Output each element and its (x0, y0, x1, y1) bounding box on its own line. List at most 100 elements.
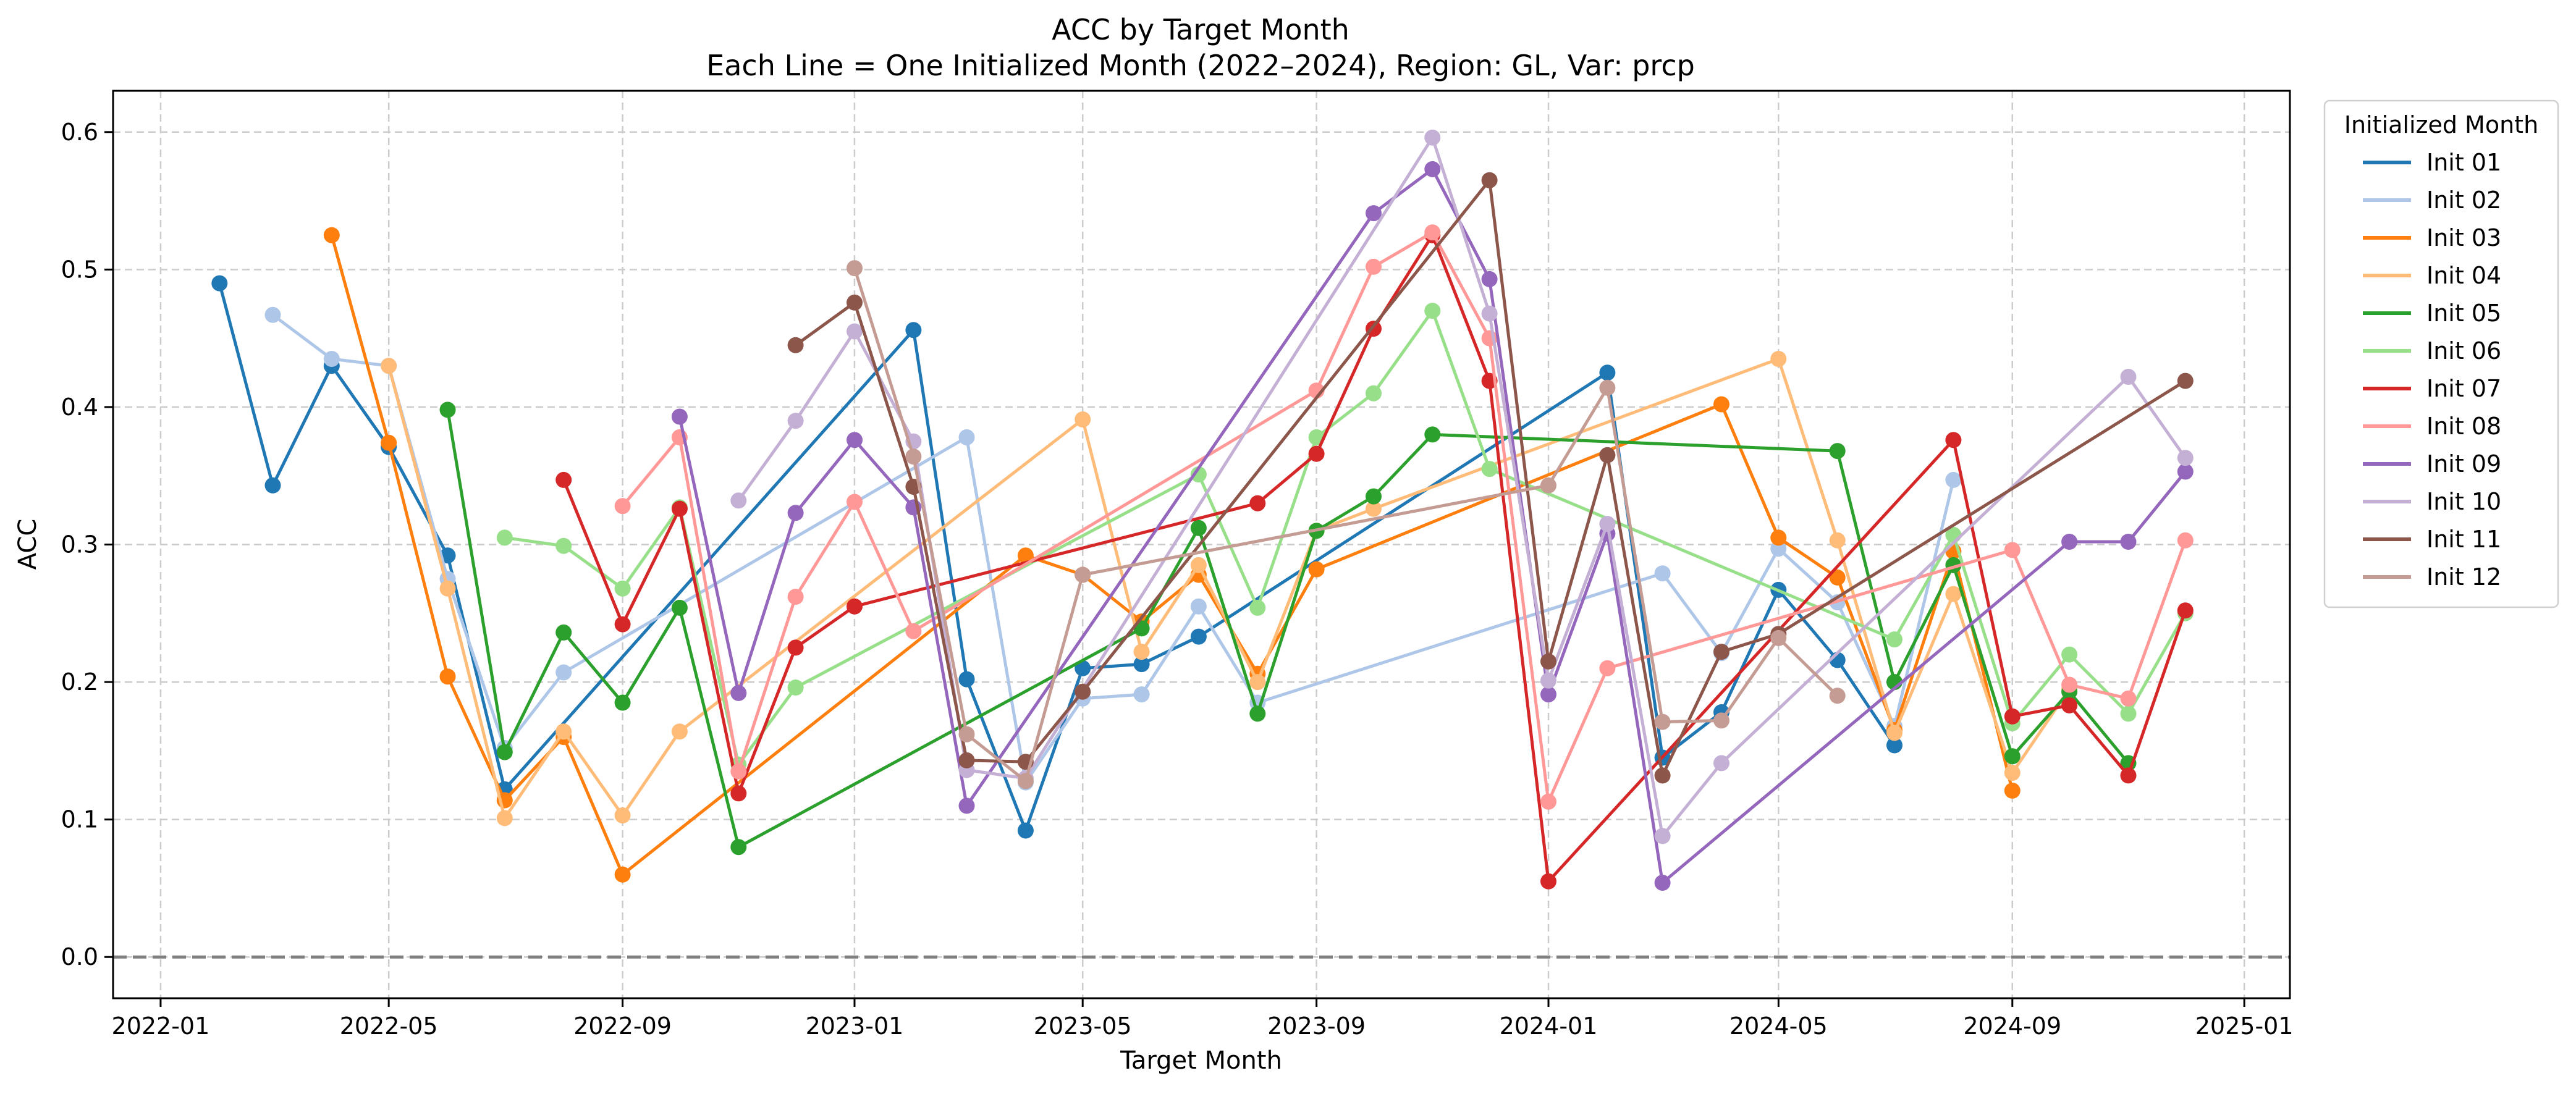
data-point (1770, 351, 1787, 367)
data-point (730, 763, 747, 780)
data-point (847, 294, 863, 311)
data-point (1366, 205, 1382, 222)
data-point (1190, 598, 1207, 615)
data-point (847, 323, 863, 340)
legend-item: Init 06 (2363, 337, 2501, 364)
data-point (1540, 672, 1556, 689)
data-point (2061, 646, 2078, 663)
data-point (1190, 628, 1207, 645)
x-tick-label: 2024-01 (1500, 1012, 1598, 1040)
data-point (264, 306, 281, 323)
data-point (555, 664, 572, 681)
legend: Initialized Month Init 01 Init 02 Init 03 In… (2323, 99, 2559, 608)
data-point (847, 598, 863, 615)
chart-title: ACC by Target Month (1052, 13, 1349, 46)
data-point (1133, 656, 1150, 673)
legend-label: Init 03 (2426, 224, 2501, 251)
y-tick-label: 0.6 (61, 119, 98, 146)
data-point (2004, 782, 2021, 799)
data-point (787, 505, 804, 521)
data-point (1366, 258, 1382, 275)
data-point (323, 227, 340, 243)
legend-item: Init 04 (2363, 262, 2501, 289)
data-point (1075, 411, 1091, 427)
data-point (1599, 447, 1616, 463)
data-point (1713, 712, 1729, 729)
data-point (1654, 767, 1671, 784)
data-point (1017, 822, 1034, 839)
data-point (1654, 828, 1671, 844)
data-point (1829, 569, 1846, 586)
data-point (1713, 755, 1729, 772)
data-point (2004, 708, 2021, 725)
data-point (1886, 737, 1902, 754)
legend-label: Init 01 (2426, 149, 2501, 176)
data-point (1599, 516, 1616, 532)
data-point (1424, 161, 1441, 177)
y-axis-label: ACC (14, 519, 42, 570)
data-point (958, 671, 975, 688)
data-point (2177, 532, 2194, 549)
legend-item: Init 12 (2363, 563, 2501, 591)
data-point (2004, 542, 2021, 558)
data-point (1540, 793, 1556, 810)
data-point (1654, 565, 1671, 582)
data-point (1366, 488, 1382, 505)
data-point (496, 810, 513, 827)
data-point (1654, 875, 1671, 891)
series-init-12 (847, 260, 1846, 789)
data-point (614, 616, 631, 633)
legend-label: Init 05 (2426, 300, 2501, 327)
data-point (1540, 653, 1556, 670)
data-point (1886, 725, 1902, 741)
legend-item: Init 05 (2363, 300, 2501, 327)
data-point (958, 797, 975, 814)
legend-label: Init 04 (2426, 262, 2501, 289)
data-point (555, 471, 572, 488)
data-point (1075, 566, 1091, 583)
data-point (730, 684, 747, 701)
legend-title: Initialized Month (2344, 111, 2538, 138)
data-point (1424, 224, 1441, 241)
data-point (2120, 705, 2137, 722)
data-point (439, 668, 456, 685)
y-tick-label: 0.0 (61, 943, 98, 970)
data-point (555, 537, 572, 554)
data-point (1770, 529, 1787, 546)
legend-label: Init 02 (2426, 187, 2501, 214)
data-point (439, 402, 456, 418)
data-point (2177, 450, 2194, 466)
data-point (2061, 534, 2078, 550)
data-point (1540, 686, 1556, 703)
data-point (1829, 443, 1846, 460)
legend-frame (2323, 99, 2559, 608)
y-tick-label: 0.3 (61, 531, 98, 558)
data-point (1481, 305, 1498, 322)
data-point (1249, 705, 1266, 722)
data-point (905, 448, 922, 465)
series-init-09 (671, 161, 2194, 891)
data-point (847, 432, 863, 448)
legend-label: Init 09 (2426, 450, 2501, 478)
data-point (1829, 532, 1846, 549)
legend-label: Init 12 (2426, 563, 2501, 591)
series-line (504, 309, 2187, 767)
data-point (323, 351, 340, 367)
series-init-07 (555, 227, 2194, 890)
data-point (1540, 477, 1556, 494)
data-point (1308, 445, 1325, 462)
x-axis: 2022-01 2022-05 2022-09 2023-01 2023-05 2023-… (112, 998, 2294, 1040)
x-tick-label: 2025-01 (2195, 1012, 2294, 1040)
legend-label: Init 08 (2426, 413, 2501, 440)
data-point (787, 337, 804, 353)
y-tick-label: 0.1 (61, 806, 98, 833)
data-point (787, 680, 804, 696)
data-point (671, 408, 688, 425)
data-point (1770, 541, 1787, 557)
data-point (1075, 683, 1091, 700)
data-point (730, 785, 747, 802)
data-point (211, 275, 228, 292)
x-tick-label: 2024-05 (1729, 1012, 1828, 1040)
data-point (1481, 461, 1498, 478)
data-point (1713, 644, 1729, 660)
